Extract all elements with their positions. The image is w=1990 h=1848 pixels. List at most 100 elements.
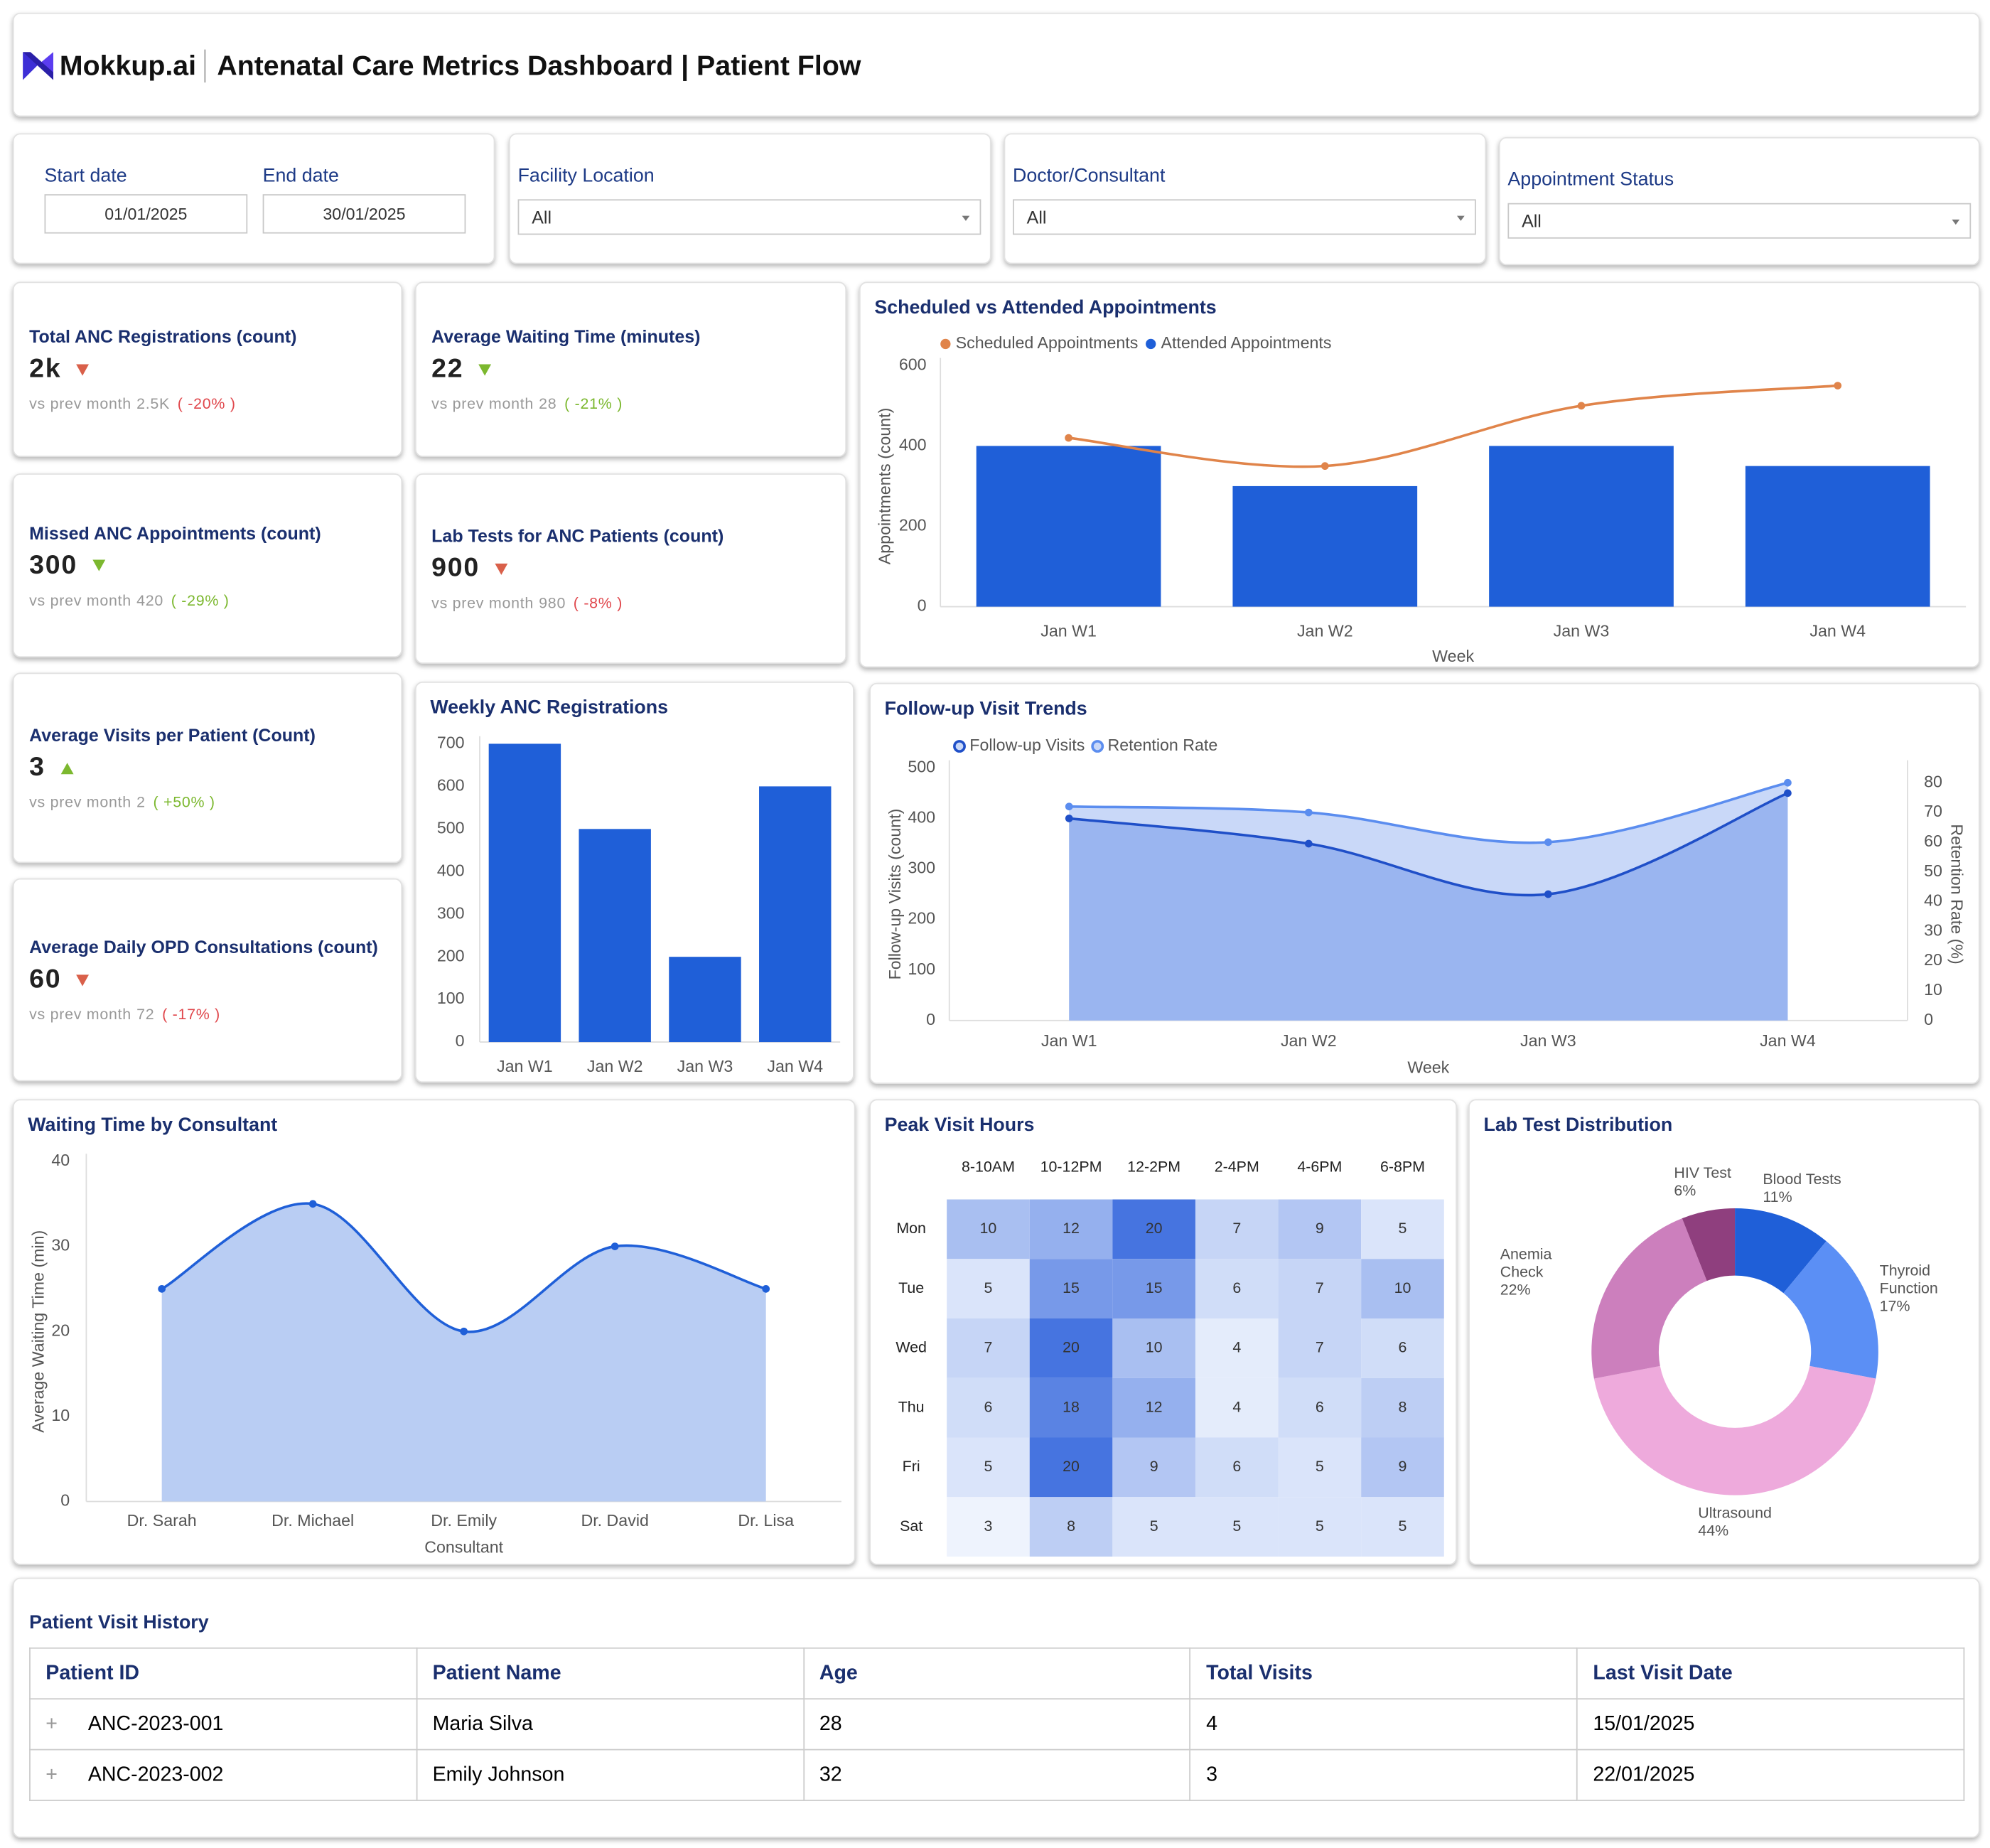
bar [669, 957, 741, 1043]
bar [579, 829, 651, 1043]
row-label: Mon [896, 1220, 926, 1237]
prev-label: vs prev month [431, 593, 534, 612]
slice-name: Ultrasound [1698, 1504, 1772, 1522]
column-header: Patient Name [416, 1647, 805, 1700]
kpi-title: Total ANC Registrations (count) [29, 326, 297, 347]
heat-cell [947, 1318, 1030, 1378]
legend-marker [1091, 740, 1104, 753]
prev-value: 980 [539, 593, 566, 612]
kpi-value-row: 60 [29, 965, 391, 995]
bar [759, 786, 832, 1043]
chart-title: Peak Visit Hours [885, 1114, 1035, 1135]
chart-title: Scheduled vs Attended Appointments [874, 296, 1216, 318]
cell-text: 15/01/2025 [1593, 1712, 1695, 1735]
dropdown[interactable]: All [1013, 199, 1476, 235]
x-axis-title: Week [1432, 647, 1474, 665]
kpi-prev: vs prev month 2 ( +50% ) [29, 793, 391, 811]
x-axis-title: Week [1407, 1058, 1449, 1077]
cell-label: 5 [1150, 1517, 1158, 1535]
expand-icon[interactable]: + [45, 1763, 58, 1785]
table-card: Patient Visit History Patient ID Patient N… [12, 1577, 1980, 1838]
filter-label: Facility Location [517, 165, 655, 187]
y-tick-label: 30 [51, 1236, 70, 1255]
cell-label: 7 [984, 1339, 992, 1356]
prev-value: 2 [136, 793, 146, 812]
y-tick-label: 600 [899, 355, 927, 373]
heat-cell [1278, 1318, 1362, 1378]
date-filter: Start date 01/01/2025 End date 30/01/202… [12, 133, 495, 264]
cell-label: 15 [1146, 1279, 1163, 1296]
kpi-prev: vs prev month 72 ( -17% ) [29, 1005, 391, 1023]
kpi-value-row: 3 [29, 753, 391, 783]
kpi-body: Average Waiting Time (minutes) 22 vs prev … [431, 283, 835, 456]
trend-arrow [76, 974, 90, 986]
chart-card: Follow-up Visit Trends 0 100 200 300 400 500 0 1… [869, 682, 1980, 1084]
prev-label: vs prev month [29, 591, 131, 609]
cell-label: 5 [1399, 1220, 1407, 1237]
cell-label: 5 [984, 1279, 992, 1296]
column-label: 6-8PM [1380, 1159, 1425, 1176]
cell-label: 5 [984, 1458, 992, 1475]
y-tick-label: 200 [437, 946, 465, 965]
y-axis-title: Average Waiting Time (min) [28, 1230, 47, 1433]
legend-label: Retention Rate [1107, 736, 1217, 754]
y2-tick-label: 80 [1924, 772, 1942, 790]
y-tick-label: 400 [437, 861, 465, 879]
kpi-prev: vs prev month 28 ( -21% ) [431, 394, 835, 412]
prev-value: 28 [539, 394, 557, 413]
dropdown[interactable]: All [517, 199, 981, 235]
chart-card: Scheduled vs Attended Appointments 0 200 40… [859, 281, 1980, 668]
heat-cell [1361, 1377, 1444, 1438]
table-cell: Maria Silva [416, 1698, 805, 1751]
bar [976, 446, 1161, 607]
chart: Weekly ANC Registrations 0 100 200 300 400 500… [430, 697, 841, 1075]
cell-text: Emily Johnson [432, 1763, 565, 1785]
line [1069, 781, 1788, 844]
kpi-value-row: 900 [431, 554, 835, 584]
row-label: Tue [898, 1279, 924, 1296]
patient-table: Patient ID Patient Name Age Total Visits Las… [29, 1647, 1965, 1801]
row-label: Sat [900, 1517, 923, 1535]
change: ( -20% ) [177, 394, 236, 413]
slice-label: Anemia Check 22% [1500, 1245, 1589, 1299]
trend-arrow [60, 762, 74, 774]
y-axis-title: Appointments (count) [876, 408, 894, 565]
column-label: 10-12PM [1040, 1159, 1102, 1176]
prev-label: vs prev month [431, 394, 534, 413]
column-header: Age [802, 1647, 1191, 1700]
table-cell: 22/01/2025 [1576, 1748, 1965, 1801]
expand-icon[interactable]: + [45, 1712, 58, 1735]
kpi-title: Lab Tests for ANC Patients (count) [431, 525, 724, 546]
legend-marker [940, 338, 951, 350]
date-input[interactable]: 30/01/2025 [262, 194, 466, 234]
slice-label: Ultrasound 44% [1698, 1504, 1787, 1540]
heat-cell [1278, 1437, 1362, 1498]
heat-cell [1029, 1437, 1113, 1498]
kpi-title: Average Waiting Time (minutes) [431, 326, 701, 347]
heat-cell [1112, 1259, 1195, 1319]
change: ( -17% ) [162, 1005, 221, 1024]
point [1784, 778, 1792, 787]
slice-value: 44% [1698, 1522, 1729, 1540]
x-tick-label: Dr. Michael [271, 1511, 354, 1530]
kpi-card: Average Waiting Time (minutes) 22 vs prev … [414, 281, 847, 457]
heat-cell [1361, 1497, 1444, 1557]
slice-value: 6% [1674, 1181, 1696, 1200]
y-tick-label: 200 [899, 516, 927, 534]
heat-cell [947, 1199, 1030, 1259]
donut-slice [1783, 1241, 1878, 1379]
x-tick-label: Jan W4 [1809, 621, 1866, 640]
y2-axis-title: Retention Rate (%) [1948, 824, 1967, 964]
cell-label: 5 [1316, 1517, 1324, 1535]
slice-value: 11% [1763, 1188, 1792, 1206]
bar [1745, 466, 1930, 607]
y2-tick-label: 0 [1924, 1010, 1933, 1028]
slice-label: HIV Test 6% [1674, 1164, 1763, 1200]
heat-cell [1112, 1377, 1195, 1438]
date-input[interactable]: 01/01/2025 [44, 194, 248, 234]
heat-cell [1112, 1199, 1195, 1259]
x-tick-label: Jan W3 [1554, 621, 1610, 640]
heat-cell [1029, 1377, 1113, 1438]
dropdown[interactable]: All [1507, 203, 1972, 239]
y-tick-label: 0 [456, 1031, 465, 1050]
